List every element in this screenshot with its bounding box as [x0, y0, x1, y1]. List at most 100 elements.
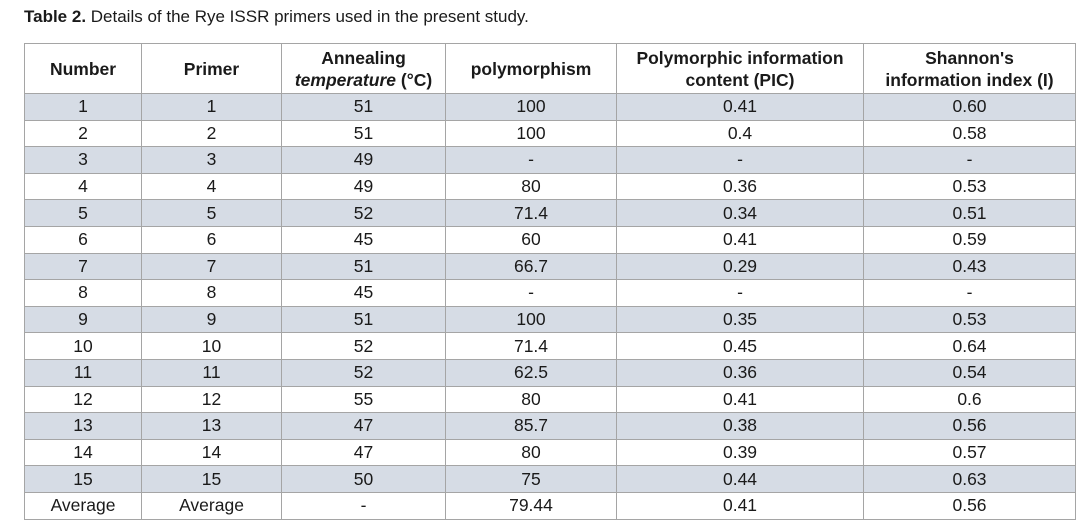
- table-row: 10 10 52 71.4 0.45 0.64: [24, 332, 1076, 360]
- cell-shannon-index: 0.58: [863, 119, 1076, 148]
- cell-polymorphism: 79.44: [445, 491, 617, 520]
- cell-pic: 0.29: [616, 252, 864, 281]
- cell-number: 1: [24, 93, 142, 121]
- cell-pic: 0.38: [616, 412, 864, 440]
- cell-annealing-temperature: 52: [281, 199, 446, 227]
- cell-number: 2: [24, 119, 142, 148]
- header-polymorphism: polymorphism: [445, 43, 617, 94]
- header-pic-line2: content (PIC): [685, 69, 795, 90]
- cell-primer: 4: [141, 172, 282, 201]
- cell-primer: Average: [141, 491, 282, 520]
- cell-annealing-temperature: 47: [281, 438, 446, 467]
- cell-primer: 12: [141, 385, 282, 414]
- table-caption-text: Details of the Rye ISSR primers used in …: [86, 7, 529, 26]
- cell-polymorphism: 75: [445, 465, 617, 493]
- cell-shannon-index: 0.56: [863, 491, 1076, 520]
- header-primer: Primer: [141, 43, 282, 94]
- cell-pic: 0.35: [616, 305, 864, 334]
- header-shannon-line2: information index (I): [885, 69, 1054, 90]
- cell-number: 11: [24, 358, 142, 387]
- cell-primer: 10: [141, 332, 282, 360]
- cell-shannon-index: 0.43: [863, 252, 1076, 281]
- cell-primer: 1: [141, 93, 282, 121]
- cell-primer: 8: [141, 279, 282, 307]
- cell-pic: 0.41: [616, 385, 864, 414]
- cell-primer: 7: [141, 252, 282, 281]
- cell-annealing-temperature: 51: [281, 119, 446, 148]
- table-header-row: Number Primer Annealing temperature (°C)…: [24, 43, 1076, 94]
- cell-polymorphism: 100: [445, 119, 617, 148]
- cell-polymorphism: 100: [445, 93, 617, 121]
- cell-number: 5: [24, 199, 142, 227]
- primer-table: Number Primer Annealing temperature (°C)…: [24, 43, 1076, 520]
- table-row: 7 7 51 66.7 0.29 0.43: [24, 252, 1076, 281]
- header-pic: Polymorphic information content (PIC): [616, 43, 864, 94]
- cell-number: 8: [24, 279, 142, 307]
- cell-shannon-index: -: [863, 279, 1076, 307]
- cell-annealing-temperature: 49: [281, 172, 446, 201]
- cell-primer: 11: [141, 358, 282, 387]
- cell-shannon-index: 0.51: [863, 199, 1076, 227]
- cell-pic: -: [616, 279, 864, 307]
- cell-primer: 6: [141, 225, 282, 254]
- cell-shannon-index: 0.60: [863, 93, 1076, 121]
- table-row: 13 13 47 85.7 0.38 0.56: [24, 412, 1076, 440]
- table-row: Average Average -79.44 0.41 0.56: [24, 491, 1076, 520]
- cell-polymorphism: 100: [445, 305, 617, 334]
- table-row: 14 14 47 80 0.39 0.57: [24, 438, 1076, 467]
- cell-annealing-temperature: 52: [281, 358, 446, 387]
- table-body: 1 1 51 100 0.41 0.60 2 2 51 100 0.4 0.58 3 3 49- - -4 4 49…: [24, 93, 1076, 520]
- cell-polymorphism: 80: [445, 438, 617, 467]
- table-row: 1 1 51 100 0.41 0.60: [24, 93, 1076, 121]
- table-caption-label: Table 2.: [24, 7, 87, 26]
- header-shannon: Shannon's information index (I): [863, 43, 1076, 94]
- cell-number: Average: [24, 491, 142, 520]
- cell-annealing-temperature: 51: [281, 305, 446, 334]
- cell-shannon-index: 0.53: [863, 172, 1076, 201]
- cell-number: 7: [24, 252, 142, 281]
- cell-annealing-temperature: 49: [281, 146, 446, 174]
- cell-shannon-index: 0.64: [863, 332, 1076, 360]
- cell-number: 13: [24, 412, 142, 440]
- cell-primer: 13: [141, 412, 282, 440]
- cell-pic: 0.41: [616, 225, 864, 254]
- cell-pic: 0.44: [616, 465, 864, 493]
- table-row: 6 6 45 60 0.41 0.59: [24, 225, 1076, 254]
- cell-pic: 0.41: [616, 93, 864, 121]
- cell-annealing-temperature: -: [281, 491, 446, 520]
- cell-polymorphism: 80: [445, 172, 617, 201]
- cell-primer: 9: [141, 305, 282, 334]
- cell-polymorphism: 71.4: [445, 332, 617, 360]
- cell-annealing-temperature: 51: [281, 252, 446, 281]
- cell-polymorphism: -: [445, 279, 617, 307]
- header-annealing-temperature: Annealing temperature (°C): [281, 43, 446, 94]
- cell-number: 12: [24, 385, 142, 414]
- table-row: 2 2 51 100 0.4 0.58: [24, 119, 1076, 148]
- cell-annealing-temperature: 55: [281, 385, 446, 414]
- cell-polymorphism: -: [445, 146, 617, 174]
- cell-polymorphism: 85.7: [445, 412, 617, 440]
- cell-polymorphism: 62.5: [445, 358, 617, 387]
- table-row: 11 11 52 62.5 0.36 0.54: [24, 358, 1076, 387]
- cell-annealing-temperature: 52: [281, 332, 446, 360]
- cell-pic: 0.36: [616, 172, 864, 201]
- header-pic-line1: Polymorphic information: [636, 47, 844, 68]
- table-row: 9 9 51 100 0.35 0.53: [24, 305, 1076, 334]
- cell-shannon-index: 0.54: [863, 358, 1076, 387]
- cell-polymorphism: 60: [445, 225, 617, 254]
- cell-pic: 0.45: [616, 332, 864, 360]
- cell-annealing-temperature: 47: [281, 412, 446, 440]
- header-annealing-line1: Annealing: [321, 47, 406, 68]
- cell-pic: 0.36: [616, 358, 864, 387]
- cell-shannon-index: 0.53: [863, 305, 1076, 334]
- table-caption: Table 2. Details of the Rye ISSR primers…: [24, 6, 529, 28]
- cell-pic: 0.41: [616, 491, 864, 520]
- cell-shannon-index: 0.59: [863, 225, 1076, 254]
- cell-polymorphism: 80: [445, 385, 617, 414]
- header-shannon-line1: Shannon's: [925, 47, 1014, 68]
- cell-polymorphism: 71.4: [445, 199, 617, 227]
- cell-shannon-index: 0.63: [863, 465, 1076, 493]
- cell-number: 4: [24, 172, 142, 201]
- cell-shannon-index: 0.6: [863, 385, 1076, 414]
- cell-annealing-temperature: 45: [281, 279, 446, 307]
